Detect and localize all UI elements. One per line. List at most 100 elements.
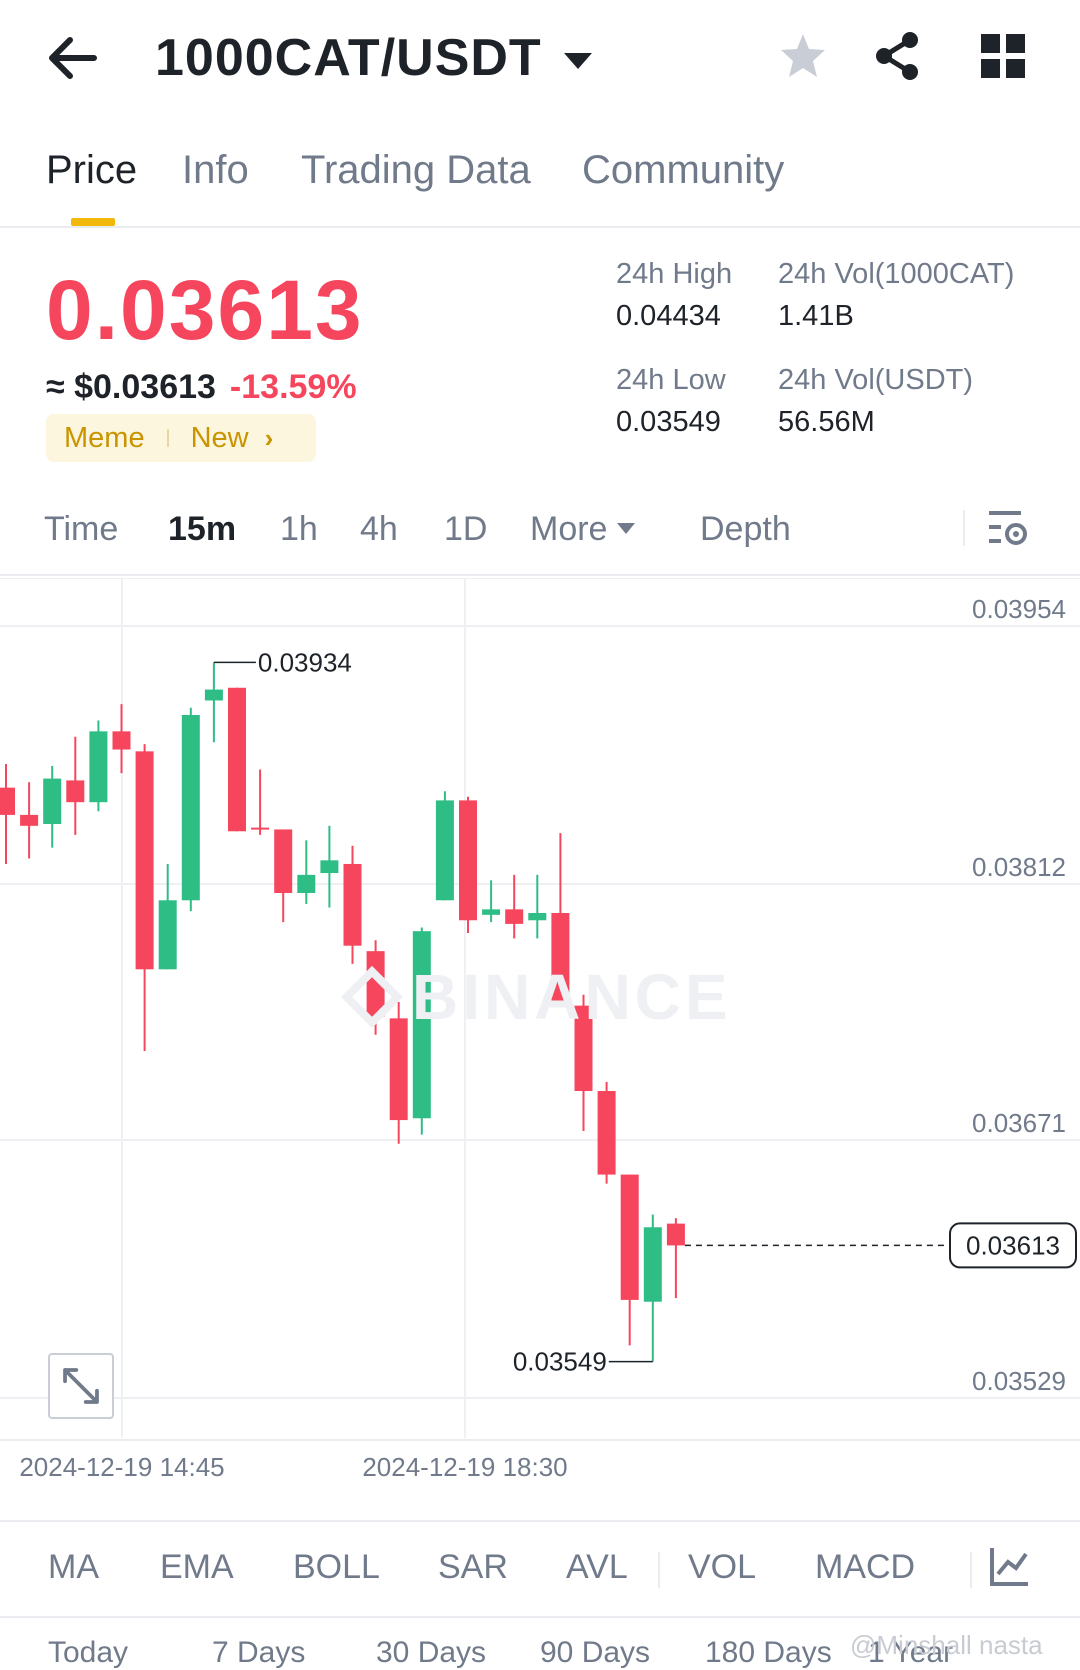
candle-body bbox=[551, 913, 570, 1003]
range-today[interactable]: Today bbox=[48, 1636, 129, 1669]
candlestick-chart[interactable]: 0.03954 0.03812 0.03671 0.03529 2024-12-19 1… bbox=[0, 578, 1080, 1518]
chart-settings-icon[interactable] bbox=[985, 505, 1031, 551]
candle-body bbox=[597, 1091, 616, 1175]
candle-body bbox=[343, 863, 362, 946]
stat-low-value: 0.03549 bbox=[616, 406, 721, 438]
credit-watermark: @Minshall nasta bbox=[850, 1630, 1043, 1660]
low-marker-label: 0.03549 bbox=[513, 1347, 607, 1377]
candle-body bbox=[158, 900, 177, 970]
x-tick-label: 2024-12-19 14:45 bbox=[19, 1452, 224, 1482]
candle-body bbox=[89, 731, 108, 803]
stat-vol-base-value: 1.41B bbox=[778, 300, 854, 332]
indicator-bar: MA EMA BOLL SAR AVL VOL MACD bbox=[0, 1520, 1080, 1614]
fullscreen-icon[interactable] bbox=[48, 1353, 114, 1419]
price-usd-row: ≈ $0.03613 -13.59% bbox=[46, 368, 357, 407]
last-price-badge bbox=[949, 1222, 1077, 1269]
candle-body bbox=[666, 1223, 685, 1246]
interval-1h[interactable]: 1h bbox=[280, 510, 318, 548]
indicator-avl[interactable]: AVL bbox=[566, 1548, 628, 1586]
indicator-separator bbox=[970, 1552, 972, 1588]
interval-bar: Time 15m 1h 4h 1D More Depth bbox=[0, 500, 1080, 576]
tag-strip[interactable]: Meme New › bbox=[46, 414, 316, 462]
back-arrow-icon[interactable] bbox=[44, 30, 104, 86]
y-tick-label: 0.03954 bbox=[972, 594, 1066, 624]
share-icon[interactable] bbox=[870, 28, 926, 84]
candle-body bbox=[528, 913, 547, 921]
interval-more-label: More bbox=[530, 510, 608, 548]
binance-watermark: BINANCE bbox=[340, 960, 732, 1034]
tag-new[interactable]: New bbox=[190, 421, 249, 454]
last-price: 0.03613 bbox=[46, 263, 364, 357]
interval-depth[interactable]: Depth bbox=[700, 510, 791, 548]
candle-body bbox=[389, 1018, 408, 1121]
price-change: -13.59% bbox=[229, 368, 357, 406]
indicator-boll[interactable]: BOLL bbox=[293, 1548, 380, 1586]
candle-body bbox=[0, 787, 15, 815]
main-tabs: Price Info Trading Data Community bbox=[0, 130, 1080, 228]
candle-body bbox=[274, 829, 293, 894]
caret-down-icon bbox=[617, 523, 636, 534]
price-usd: ≈ $0.03613 bbox=[46, 368, 216, 406]
tab-trading-data[interactable]: Trading Data bbox=[301, 148, 531, 192]
grid-icon[interactable] bbox=[975, 28, 1031, 84]
tab-info[interactable]: Info bbox=[182, 148, 249, 192]
candle-body bbox=[482, 909, 501, 915]
interval-1d[interactable]: 1D bbox=[444, 510, 488, 548]
stat-vol-quote-label: 24h Vol(USDT) bbox=[778, 364, 974, 396]
candle-body bbox=[320, 860, 339, 874]
candle-body bbox=[505, 909, 524, 924]
last-price-badge-label: 0.03613 bbox=[966, 1230, 1060, 1260]
range-1-year[interactable]: 1 Year bbox=[868, 1636, 954, 1669]
tab-price[interactable]: Price bbox=[46, 148, 138, 192]
candle-body bbox=[435, 800, 454, 901]
candle-body bbox=[66, 780, 85, 803]
caret-down-icon bbox=[563, 53, 592, 69]
indicator-macd[interactable]: MACD bbox=[815, 1548, 916, 1586]
indicator-chart-icon[interactable] bbox=[988, 1544, 1032, 1588]
active-tab-indicator bbox=[71, 218, 115, 226]
stat-high-value: 0.04434 bbox=[616, 300, 721, 332]
indicator-vol[interactable]: VOL bbox=[688, 1548, 757, 1586]
range-7-days[interactable]: 7 Days bbox=[212, 1636, 306, 1669]
candle-body bbox=[204, 689, 223, 701]
pair-selector[interactable]: 1000CAT/USDT bbox=[155, 28, 592, 88]
stat-low-label: 24h Low bbox=[616, 364, 726, 396]
candle-body bbox=[135, 751, 154, 970]
binance-logo-icon bbox=[340, 965, 404, 1029]
range-180-days[interactable]: 180 Days bbox=[705, 1636, 832, 1669]
indicator-sar[interactable]: SAR bbox=[438, 1548, 508, 1586]
y-tick-label: 0.03529 bbox=[972, 1366, 1066, 1396]
candle-body bbox=[620, 1174, 639, 1300]
range-30-days[interactable]: 30 Days bbox=[376, 1636, 487, 1669]
candle-body bbox=[228, 687, 246, 832]
indicator-ma[interactable]: MA bbox=[48, 1548, 99, 1586]
interval-4h[interactable]: 4h bbox=[360, 510, 398, 548]
interval-time[interactable]: Time bbox=[44, 510, 119, 548]
y-tick-label: 0.03812 bbox=[972, 852, 1066, 882]
indicator-ema[interactable]: EMA bbox=[160, 1548, 234, 1586]
watermark-text: BINANCE bbox=[412, 961, 732, 1033]
candle-body bbox=[297, 874, 316, 894]
star-icon[interactable] bbox=[775, 28, 831, 84]
indicator-separator bbox=[658, 1552, 660, 1588]
candle-body bbox=[112, 731, 131, 750]
range-90-days[interactable]: 90 Days bbox=[540, 1636, 651, 1669]
high-marker-label: 0.03934 bbox=[258, 647, 352, 677]
candle-body bbox=[643, 1227, 662, 1302]
range-bar: Today 7 Days 30 Days 90 Days 180 Days 1 … bbox=[0, 1616, 1080, 1670]
interval-divider bbox=[963, 510, 965, 546]
candle-body bbox=[20, 814, 39, 826]
interval-15m[interactable]: 15m bbox=[168, 510, 237, 548]
pair-title: 1000CAT/USDT bbox=[155, 29, 542, 87]
tag-separator bbox=[166, 429, 169, 447]
tab-community[interactable]: Community bbox=[582, 148, 785, 192]
stat-high-label: 24h High bbox=[616, 258, 733, 290]
x-tick-label: 2024-12-19 18:30 bbox=[362, 1452, 567, 1482]
candle-body bbox=[181, 715, 200, 901]
tag-meme[interactable]: Meme bbox=[64, 421, 145, 454]
candle-body bbox=[366, 951, 385, 1017]
stat-vol-quote-value: 56.56M bbox=[778, 406, 875, 438]
candle-body bbox=[574, 1005, 593, 1092]
interval-more[interactable]: More bbox=[530, 510, 636, 549]
stat-vol-base-label: 24h Vol(1000CAT) bbox=[778, 258, 1015, 290]
